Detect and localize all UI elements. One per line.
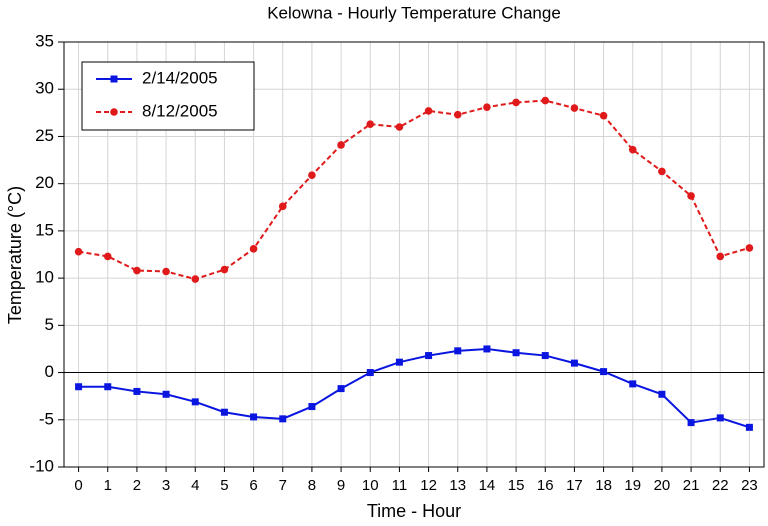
data-point xyxy=(453,110,462,119)
data-point xyxy=(541,96,550,105)
x-tick-label: 5 xyxy=(220,477,228,494)
x-tick-label: 9 xyxy=(337,477,345,494)
y-tick-label: 20 xyxy=(35,173,54,192)
data-point xyxy=(512,98,520,107)
x-tick-label: 10 xyxy=(362,477,379,494)
data-point xyxy=(74,247,83,256)
x-tick-label: 22 xyxy=(712,477,729,494)
x-tick-label: 15 xyxy=(508,477,525,494)
legend-box xyxy=(81,61,255,131)
data-point xyxy=(716,414,724,422)
data-point xyxy=(104,383,112,391)
data-point xyxy=(395,123,404,131)
data-point xyxy=(512,349,520,357)
data-point xyxy=(716,252,725,261)
data-point xyxy=(162,267,170,276)
data-point xyxy=(570,359,578,367)
y-tick-label: 10 xyxy=(35,268,54,287)
x-tick-label: 13 xyxy=(449,477,466,494)
y-axis-label: Temperature (°C) xyxy=(5,186,25,324)
x-tick-label: 16 xyxy=(537,477,554,494)
x-tick-label: 23 xyxy=(741,477,758,494)
y-tick-label: 30 xyxy=(35,79,54,98)
x-tick-label: 20 xyxy=(654,477,671,494)
data-point xyxy=(220,408,228,416)
y-tick-label: 35 xyxy=(35,31,54,50)
data-point xyxy=(599,111,608,120)
data-point xyxy=(628,145,637,154)
data-point xyxy=(308,171,316,179)
x-tick-label: 11 xyxy=(392,477,408,494)
data-point xyxy=(308,403,316,411)
data-point xyxy=(424,107,433,115)
data-point xyxy=(629,380,637,388)
legend-label: 2/14/2005 xyxy=(142,68,218,87)
x-tick-label: 0 xyxy=(74,477,82,494)
data-point xyxy=(687,192,695,200)
series-line xyxy=(78,347,750,429)
data-point xyxy=(220,265,229,274)
data-point xyxy=(337,141,345,149)
data-point xyxy=(337,385,345,393)
data-point xyxy=(425,352,433,360)
y-tick-label: 15 xyxy=(35,220,54,239)
data-point xyxy=(687,419,695,427)
data-point xyxy=(570,104,579,112)
data-point xyxy=(133,266,141,275)
x-tick-label: 21 xyxy=(683,477,700,494)
data-point xyxy=(250,413,258,421)
x-tick-label: 6 xyxy=(249,477,257,494)
data-point xyxy=(191,398,199,406)
data-point xyxy=(278,202,287,211)
data-point xyxy=(454,347,462,355)
data-point xyxy=(191,275,200,283)
data-point xyxy=(745,244,754,252)
data-point xyxy=(395,358,403,366)
data-point xyxy=(658,167,666,176)
x-tick-label: 7 xyxy=(279,477,287,494)
x-tick-label: 14 xyxy=(479,477,496,494)
data-point xyxy=(366,369,374,377)
y-tick-label: -10 xyxy=(29,456,54,475)
x-tick-label: 19 xyxy=(624,477,641,494)
data-point xyxy=(162,390,170,398)
data-point xyxy=(103,252,112,261)
data-point xyxy=(658,390,666,398)
series-line xyxy=(78,99,750,281)
data-point xyxy=(483,103,491,111)
x-tick-label: 4 xyxy=(191,477,199,494)
y-tick-label: -5 xyxy=(39,409,54,428)
x-tick-label: 1 xyxy=(104,477,112,494)
x-tick-label: 2 xyxy=(133,477,141,494)
y-tick-label: 25 xyxy=(35,126,54,145)
x-tick-label: 12 xyxy=(420,477,437,494)
x-tick-label: 17 xyxy=(566,477,583,494)
x-tick-label: 3 xyxy=(162,477,170,494)
data-point xyxy=(279,415,287,423)
data-point xyxy=(75,383,83,391)
data-point xyxy=(600,368,608,376)
x-axis-label: Time - Hour xyxy=(367,501,461,521)
data-point xyxy=(133,387,141,395)
plot-frame xyxy=(63,41,765,468)
legend-label: 8/12/2005 xyxy=(142,101,218,120)
y-tick-label: 5 xyxy=(45,315,54,334)
x-tick-label: 8 xyxy=(308,477,316,494)
data-point xyxy=(541,352,549,360)
data-point xyxy=(745,423,753,431)
legend-marker xyxy=(110,108,118,116)
data-point xyxy=(483,345,491,353)
x-tick-label: 18 xyxy=(595,477,612,494)
y-tick-label: 0 xyxy=(45,362,54,381)
chart-title: Kelowna - Hourly Temperature Change xyxy=(267,3,561,22)
data-point xyxy=(249,245,258,253)
data-point xyxy=(366,120,375,128)
legend-marker xyxy=(110,75,118,83)
